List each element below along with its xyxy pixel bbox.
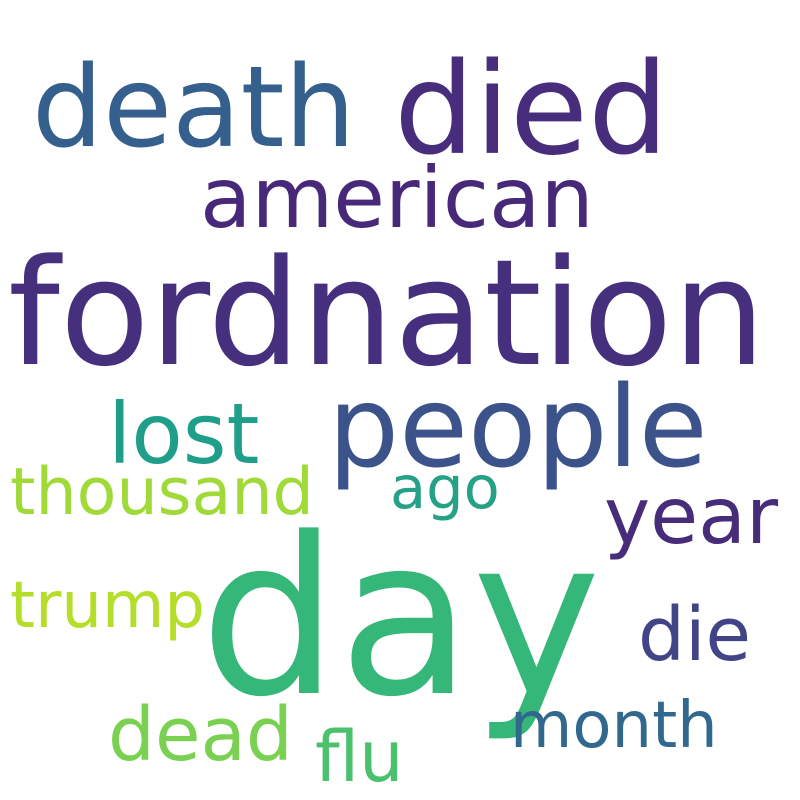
word-american: american [200,149,594,247]
word-month: month [510,689,718,763]
word-lost: lost [108,385,260,483]
word-death: death [32,43,356,173]
word-flu: flu [315,716,404,798]
word-fordnation: fordnation [8,228,766,399]
word-died: died [394,35,669,183]
word-dead: dead [108,692,293,778]
word-trump: trump [10,569,205,643]
word-year: year [604,472,779,562]
word-thousand: thousand [10,455,314,530]
word-die: die [638,592,752,678]
word-people: people [328,363,708,493]
word-day: day [200,492,601,745]
word-ago: ago [390,453,500,522]
